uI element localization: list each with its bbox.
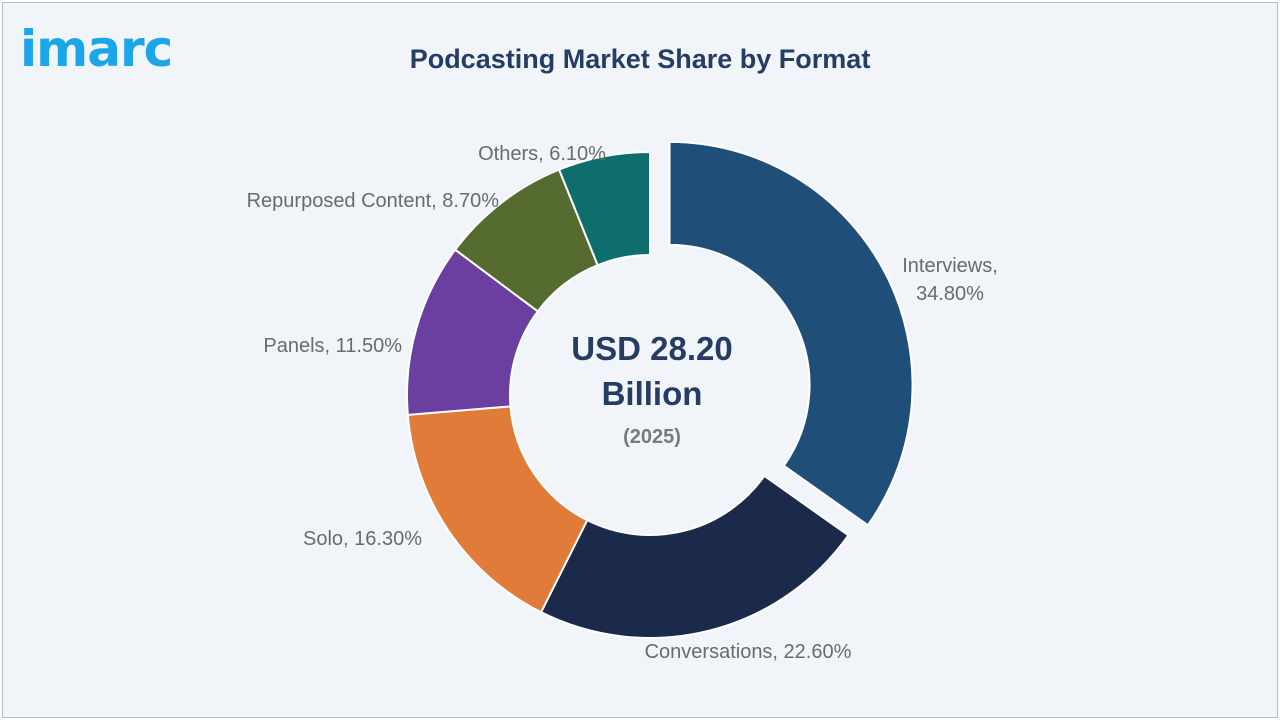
slice-labels: Interviews, 34.80% Conversations, 22.60% So… <box>247 143 998 663</box>
label-conversations: Conversations, 22.60% <box>645 641 852 663</box>
slice-others <box>557 150 651 267</box>
center-value-line1: USD 28.20 <box>571 330 732 367</box>
chart-title: Podcasting Market Share by Format <box>409 44 871 74</box>
center-year: (2025) <box>623 426 681 448</box>
imarc-logo: imarc <box>20 24 173 74</box>
label-interviews: Interviews, 34.80% <box>902 255 998 305</box>
label-repurposed-content: Repurposed Content, 8.70% <box>247 190 500 212</box>
slice-interviews <box>668 140 914 527</box>
label-solo: Solo, 16.30% <box>303 528 422 550</box>
label-others: Others, 6.10% <box>478 143 606 165</box>
slice-solo <box>406 405 589 614</box>
donut-slices <box>406 140 914 639</box>
center-value-line2: Billion <box>602 375 703 412</box>
logo-text: imarc <box>20 20 173 78</box>
label-panels: Panels, 11.50% <box>263 335 402 357</box>
slice-conversations <box>539 474 850 639</box>
